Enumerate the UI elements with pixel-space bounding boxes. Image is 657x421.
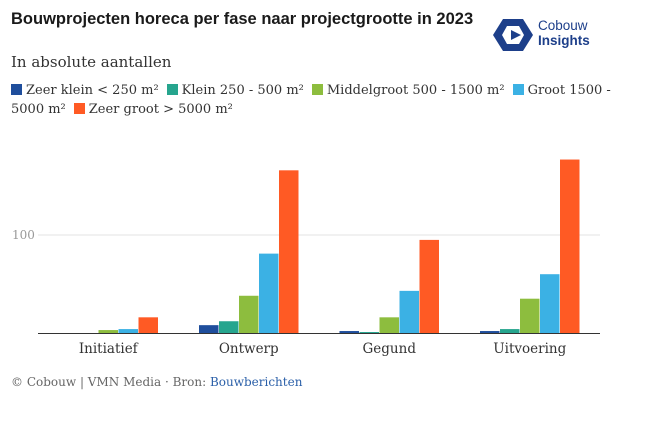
bar <box>520 298 540 333</box>
legend-item[interactable]: Zeer klein < 250 m² <box>11 83 159 98</box>
bar <box>399 290 419 333</box>
bar <box>379 317 399 333</box>
bar <box>118 329 138 333</box>
bar <box>138 317 158 333</box>
legend-swatch <box>512 84 524 95</box>
chart-subtitle: In absolute aantallen <box>11 53 172 71</box>
bar <box>359 332 379 333</box>
legend-swatch <box>11 84 22 95</box>
bar <box>480 331 500 333</box>
bar <box>259 253 279 333</box>
logo-line-2: Insights <box>538 33 590 48</box>
bar <box>279 170 299 333</box>
legend-item[interactable]: Middelgroot 500 - 1500 m² <box>311 83 505 98</box>
chart-legend: Zeer klein < 250 m² Klein 250 - 500 m² Mid… <box>11 81 611 119</box>
footer-source-link[interactable]: Bouwberichten <box>209 375 303 389</box>
footer-credit: © Cobouw | VMN Media · Bron: <box>11 375 210 389</box>
legend-swatch <box>73 103 85 114</box>
legend-swatch <box>311 84 323 95</box>
x-tick-label: Uitvoering <box>493 341 566 357</box>
legend-item[interactable]: Klein 250 - 500 m² <box>166 83 304 98</box>
bar <box>339 331 359 333</box>
hexagon-logo-icon <box>493 19 533 51</box>
bar <box>98 330 118 333</box>
y-tick-label: 100 <box>12 228 35 242</box>
x-tick-label: Ontwerp <box>219 341 279 357</box>
bar <box>540 274 560 333</box>
bar <box>239 295 259 333</box>
logo-line-1: Cobouw <box>538 18 588 33</box>
legend-label: Zeer klein < 250 m² <box>26 83 159 98</box>
legend-label: Zeer groot > 5000 m² <box>88 102 233 117</box>
x-tick-label: Gegund <box>363 341 417 357</box>
bar <box>199 325 219 333</box>
chart-title: Bouwprojecten horeca per fase naar proje… <box>11 10 474 28</box>
legend-item[interactable]: Groot 1500 - 5000 m² <box>11 83 611 117</box>
legend-label: Middelgroot 500 - 1500 m² <box>326 83 505 98</box>
footer: © Cobouw | VMN Media · Bron: Bouwbericht… <box>11 375 302 389</box>
bar <box>560 159 580 333</box>
bar <box>219 321 239 333</box>
legend-item[interactable]: Zeer groot > 5000 m² <box>73 102 233 117</box>
bar <box>419 239 439 333</box>
legend-label: Klein 250 - 500 m² <box>181 83 304 98</box>
legend-label: Groot 1500 - 5000 m² <box>11 83 611 117</box>
bar <box>500 329 520 333</box>
cobouw-insights-logo[interactable]: Cobouw Insights <box>493 17 603 53</box>
x-tick-label: Initiatief <box>79 341 139 357</box>
legend-swatch <box>166 84 178 95</box>
